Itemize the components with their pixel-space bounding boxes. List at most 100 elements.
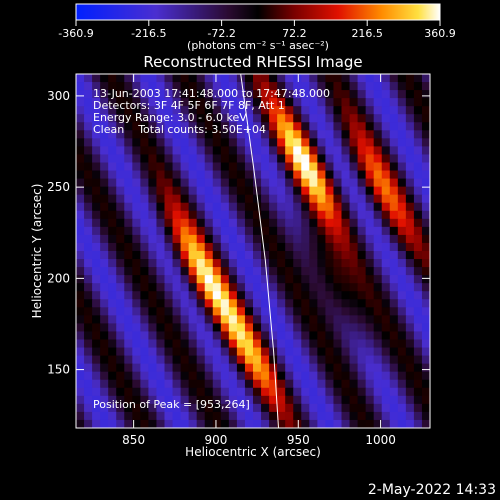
heatmap-pixel — [92, 403, 101, 413]
heatmap-pixel — [405, 323, 415, 333]
heatmap-pixel — [413, 355, 423, 365]
heatmap-pixel — [349, 162, 359, 172]
heatmap-pixel — [212, 98, 222, 107]
heatmap-pixel — [285, 299, 294, 308]
heatmap-pixel — [244, 323, 254, 333]
heatmap-pixel — [261, 226, 270, 236]
heatmap-pixel — [389, 331, 399, 341]
heatmap-pixel — [108, 162, 117, 172]
heatmap-pixel — [253, 154, 262, 164]
heatmap-pixel — [220, 234, 230, 244]
heatmap-pixel — [148, 154, 158, 164]
heatmap-pixel — [373, 363, 383, 373]
heatmap-pixel — [341, 210, 351, 220]
heatmap-pixel — [293, 363, 302, 373]
heatmap-pixel — [244, 106, 254, 115]
heatmap-pixel — [349, 379, 359, 389]
heatmap-pixel — [180, 138, 190, 148]
heatmap-pixel — [244, 379, 254, 389]
heatmap-pixel — [212, 395, 222, 405]
heatmap-pixel — [132, 218, 141, 228]
heatmap-pixel — [357, 130, 367, 139]
heatmap-pixel — [277, 146, 286, 156]
heatmap-pixel — [405, 146, 415, 156]
heatmap-pixel — [156, 114, 166, 123]
heatmap-pixel — [277, 347, 286, 357]
heatmap-pixel — [124, 202, 133, 212]
heatmap-pixel — [365, 146, 375, 156]
heatmap-pixel — [76, 395, 85, 405]
heatmap-pixel — [132, 202, 141, 212]
heatmap-pixel — [357, 226, 367, 236]
x-axis-label: Heliocentric X (arcsec) — [185, 445, 321, 459]
heatmap-pixel — [389, 98, 399, 107]
heatmap-pixel — [349, 315, 359, 325]
heatmap-pixel — [341, 90, 351, 99]
heatmap-pixel — [116, 411, 125, 421]
heatmap-pixel — [373, 98, 383, 107]
heatmap-pixel — [92, 74, 101, 83]
heatmap-pixel — [325, 74, 335, 83]
heatmap-pixel — [277, 259, 286, 268]
heatmap-pixel — [148, 331, 158, 341]
heatmap-pixel — [172, 234, 182, 244]
heatmap-pixel — [204, 178, 214, 188]
heatmap-pixel — [204, 371, 214, 381]
heatmap-pixel — [277, 186, 286, 196]
heatmap-pixel — [156, 355, 166, 365]
heatmap-pixel — [196, 379, 206, 389]
heatmap-pixel — [357, 339, 367, 349]
heatmap-pixel — [253, 371, 262, 381]
heatmap-pixel — [212, 122, 222, 131]
heatmap-pixel — [309, 114, 318, 123]
heatmap-pixel — [349, 403, 359, 413]
heatmap-pixel — [116, 251, 125, 260]
heatmap-pixel — [277, 315, 286, 325]
heatmap-pixel — [421, 98, 430, 107]
heatmap-pixel — [196, 226, 206, 236]
heatmap-pixel — [373, 379, 383, 389]
heatmap-pixel — [277, 242, 286, 252]
heatmap-pixel — [164, 355, 174, 365]
heatmap-pixel — [244, 307, 254, 316]
heatmap-pixel — [76, 74, 85, 83]
heatmap-pixel — [269, 411, 278, 421]
heatmap-pixel — [164, 283, 174, 292]
heatmap-pixel — [317, 275, 327, 284]
heatmap-pixel — [293, 82, 302, 91]
heatmap-pixel — [100, 186, 109, 196]
heatmap-pixel — [148, 419, 158, 428]
heatmap-pixel — [381, 210, 391, 220]
heatmap-pixel — [172, 387, 182, 397]
heatmap-pixel — [212, 210, 222, 220]
heatmap-pixel — [180, 379, 190, 389]
heatmap-pixel — [317, 218, 327, 228]
heatmap-pixel — [373, 210, 383, 220]
heatmap-pixel — [236, 186, 246, 196]
heatmap-pixel — [188, 114, 198, 123]
heatmap-pixel — [349, 74, 359, 83]
heatmap-pixel — [309, 395, 318, 405]
heatmap-pixel — [244, 74, 254, 83]
heatmap-pixel — [325, 242, 335, 252]
heatmap-pixel — [172, 170, 182, 180]
heatmap-pixel — [164, 387, 174, 397]
heatmap-pixel — [413, 331, 423, 341]
heatmap-pixel — [164, 234, 174, 244]
heatmap-pixel — [261, 218, 270, 228]
heatmap-pixel — [397, 186, 407, 196]
heatmap-pixel — [100, 419, 109, 428]
heatmap-pixel — [132, 323, 141, 333]
heatmap-pixel — [405, 178, 415, 188]
heatmap-pixel — [76, 98, 85, 107]
heatmap-pixel — [293, 355, 302, 365]
heatmap-pixel — [180, 291, 190, 300]
heatmap-pixel — [357, 267, 367, 276]
heatmap-pixel — [108, 267, 117, 276]
heatmap-pixel — [172, 130, 182, 139]
heatmap-pixel — [309, 347, 318, 357]
heatmap-pixel — [76, 411, 85, 421]
heatmap-pixel — [164, 259, 174, 268]
heatmap-pixel — [116, 242, 125, 252]
heatmap-pixel — [285, 387, 294, 397]
